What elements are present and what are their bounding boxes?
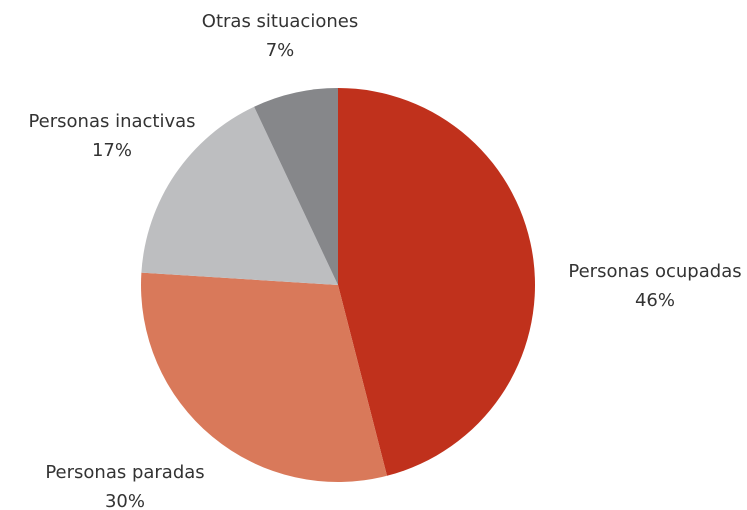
slice-label: Personas paradas <box>45 462 204 483</box>
slice-value-label: 17% <box>92 140 132 161</box>
slice-label: Personas ocupadas <box>568 261 741 282</box>
slice-label: Otras situaciones <box>202 11 358 32</box>
pie-slice <box>338 88 535 476</box>
slice-value-label: 46% <box>635 290 675 311</box>
pie-slice <box>254 88 338 285</box>
slice-label: Personas inactivas <box>28 111 195 132</box>
pie-slice <box>141 272 387 482</box>
slice-value-label: 7% <box>266 40 295 61</box>
pie-slice <box>141 106 338 285</box>
slice-value-label: 30% <box>105 491 145 510</box>
